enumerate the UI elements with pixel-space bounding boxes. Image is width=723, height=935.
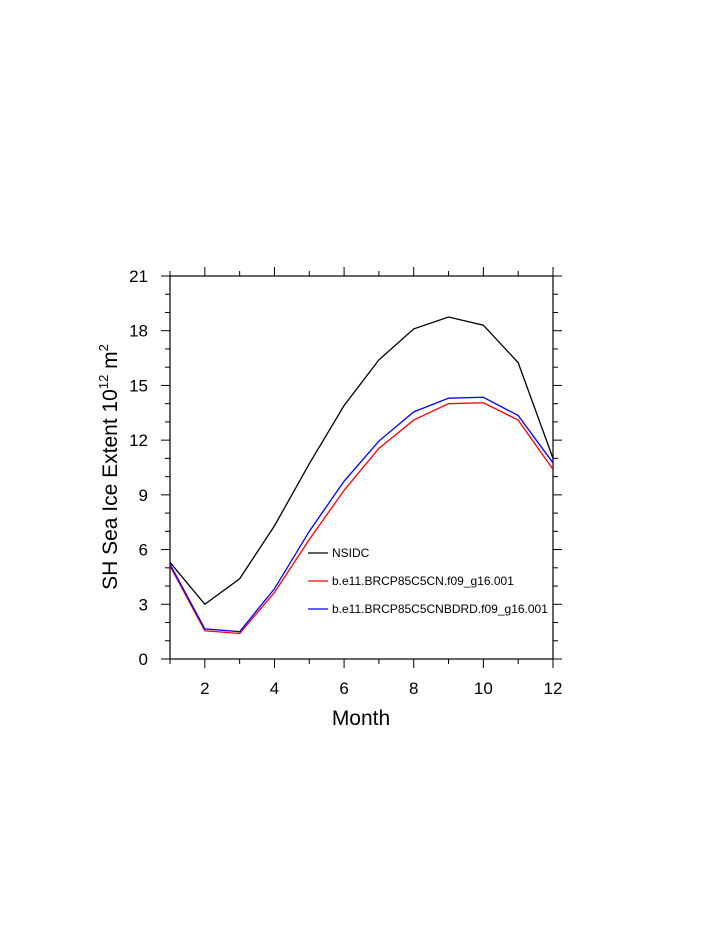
y-tick-labels: 0 3 6 9 12 15 18 21 bbox=[129, 267, 148, 669]
data-lines bbox=[169, 316, 554, 635]
y-tick-label: 6 bbox=[139, 541, 148, 560]
legend: NSIDC b.e11.BRCP85C5CN.f09_g16.001 b.e11.B… bbox=[308, 546, 548, 616]
legend-label: b.e11.BRCP85C5CNBDRD.f09_g16.001 bbox=[332, 602, 548, 616]
y-tick-label: 9 bbox=[139, 486, 148, 505]
y-axis-title-unit-exponent: 2 bbox=[96, 344, 111, 351]
y-tick-label: 12 bbox=[129, 431, 148, 450]
x-tick-labels: 2 4 6 8 10 12 bbox=[200, 679, 562, 698]
y-axis-title-exponent: 12 bbox=[96, 375, 111, 389]
legend-label: b.e11.BRCP85C5CN.f09_g16.001 bbox=[332, 574, 514, 588]
x-axis-title: Month bbox=[332, 707, 390, 730]
plot-frame bbox=[169, 275, 554, 660]
y-tick-label: 0 bbox=[139, 650, 148, 669]
y-tick-label: 15 bbox=[129, 376, 148, 395]
y-tick-label: 3 bbox=[139, 595, 148, 614]
x-tick-label: 6 bbox=[339, 679, 348, 698]
series-line-2 bbox=[169, 402, 554, 635]
y-axis-title-unit: m bbox=[99, 351, 122, 369]
y-axis-title-main: SH Sea Ice Extent 10 bbox=[99, 389, 122, 590]
x-tick-label: 8 bbox=[409, 679, 418, 698]
x-tick-label: 2 bbox=[200, 679, 209, 698]
x-tick-label: 12 bbox=[544, 679, 563, 698]
y-axis-title: SH Sea Ice Extent 1012 m2 bbox=[96, 344, 122, 590]
grid-ticks bbox=[161, 267, 562, 668]
series-line-1 bbox=[169, 316, 554, 606]
legend-label: NSIDC bbox=[332, 546, 370, 560]
y-tick-label: 21 bbox=[129, 267, 148, 286]
x-tick-label: 10 bbox=[474, 679, 493, 698]
x-tick-label: 4 bbox=[270, 679, 279, 698]
series-line-3 bbox=[169, 396, 554, 633]
y-tick-label: 18 bbox=[129, 322, 148, 341]
